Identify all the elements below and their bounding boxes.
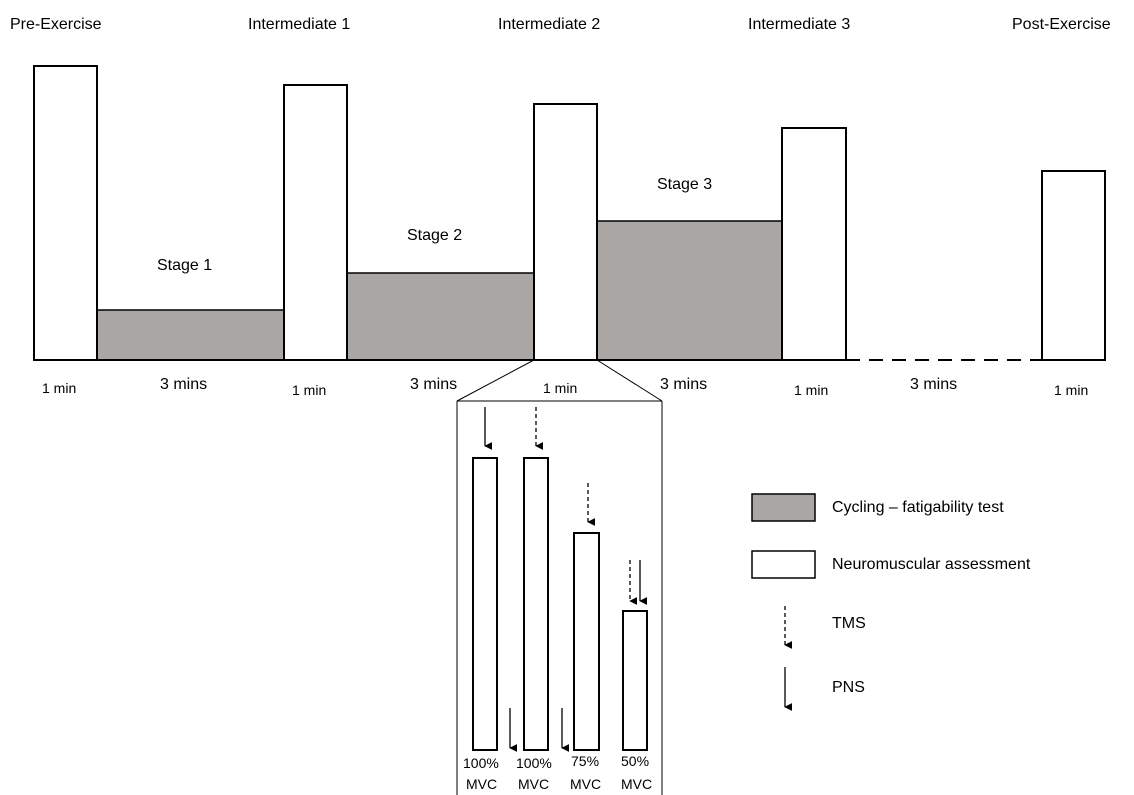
legend-label-cycling: Cycling – fatigability test: [832, 499, 1004, 516]
duration-stage-3: 3 mins: [660, 376, 707, 393]
legend-label-tms: TMS: [832, 615, 866, 632]
phase-label-post-exercise: Post-Exercise: [1012, 16, 1111, 33]
zoom-connector-right: [596, 359, 663, 402]
stage-label-3: Stage 3: [657, 176, 712, 193]
detail-label-unit: MVC: [621, 776, 652, 792]
assessment-bar-int1: [283, 84, 348, 361]
assessment-bar-int2: [533, 103, 598, 361]
phase-label-intermediate-2: Intermediate 2: [498, 16, 600, 33]
detail-bar-100-mvc-2: [523, 457, 549, 751]
detail-bar-100-mvc-1: [472, 457, 498, 751]
legend-label-pns: PNS: [832, 679, 865, 696]
detail-label-unit: MVC: [518, 776, 549, 792]
detail-label-pct: 100%: [516, 755, 552, 771]
detail-label-unit: MVC: [570, 776, 601, 792]
duration-int2: 1 min: [543, 380, 577, 396]
legend-swatch-assessment: [751, 550, 816, 579]
legend-label-assessment: Neuromuscular assessment: [832, 556, 1031, 573]
duration-stage-2: 3 mins: [410, 376, 457, 393]
duration-pre: 1 min: [42, 380, 76, 396]
duration-post: 1 min: [1054, 382, 1088, 398]
cycling-block-stage-3: [596, 220, 783, 361]
detail-bar-75-mvc: [573, 532, 600, 751]
phase-label-pre-exercise: Pre-Exercise: [10, 16, 102, 33]
zoom-detail-box: [456, 400, 663, 795]
stage-label-2: Stage 2: [407, 227, 462, 244]
detail-label-unit: MVC: [466, 776, 497, 792]
detail-label-pct: 75%: [571, 753, 599, 769]
zoom-connector-left: [456, 359, 535, 402]
stage-label-1: Stage 1: [157, 257, 212, 274]
assessment-bar-post: [1041, 170, 1106, 361]
duration-rest: 3 mins: [910, 376, 957, 393]
detail-bar-50-mvc: [622, 610, 648, 751]
phase-label-intermediate-1: Intermediate 1: [248, 16, 350, 33]
assessment-bar-pre: [33, 65, 98, 361]
legend: Cycling – fatigability test Neuromuscula…: [751, 493, 1031, 711]
detail-label-pct: 50%: [621, 753, 649, 769]
assessment-bar-int3: [781, 127, 847, 361]
detail-label-pct: 100%: [463, 755, 499, 771]
cycling-block-stage-1: [96, 309, 286, 361]
phase-label-intermediate-3: Intermediate 3: [748, 16, 850, 33]
cycling-block-stage-2: [346, 272, 536, 361]
duration-int1: 1 min: [292, 382, 326, 398]
duration-int3: 1 min: [794, 382, 828, 398]
legend-swatch-cycling: [751, 493, 816, 522]
duration-stage-1: 3 mins: [160, 376, 207, 393]
